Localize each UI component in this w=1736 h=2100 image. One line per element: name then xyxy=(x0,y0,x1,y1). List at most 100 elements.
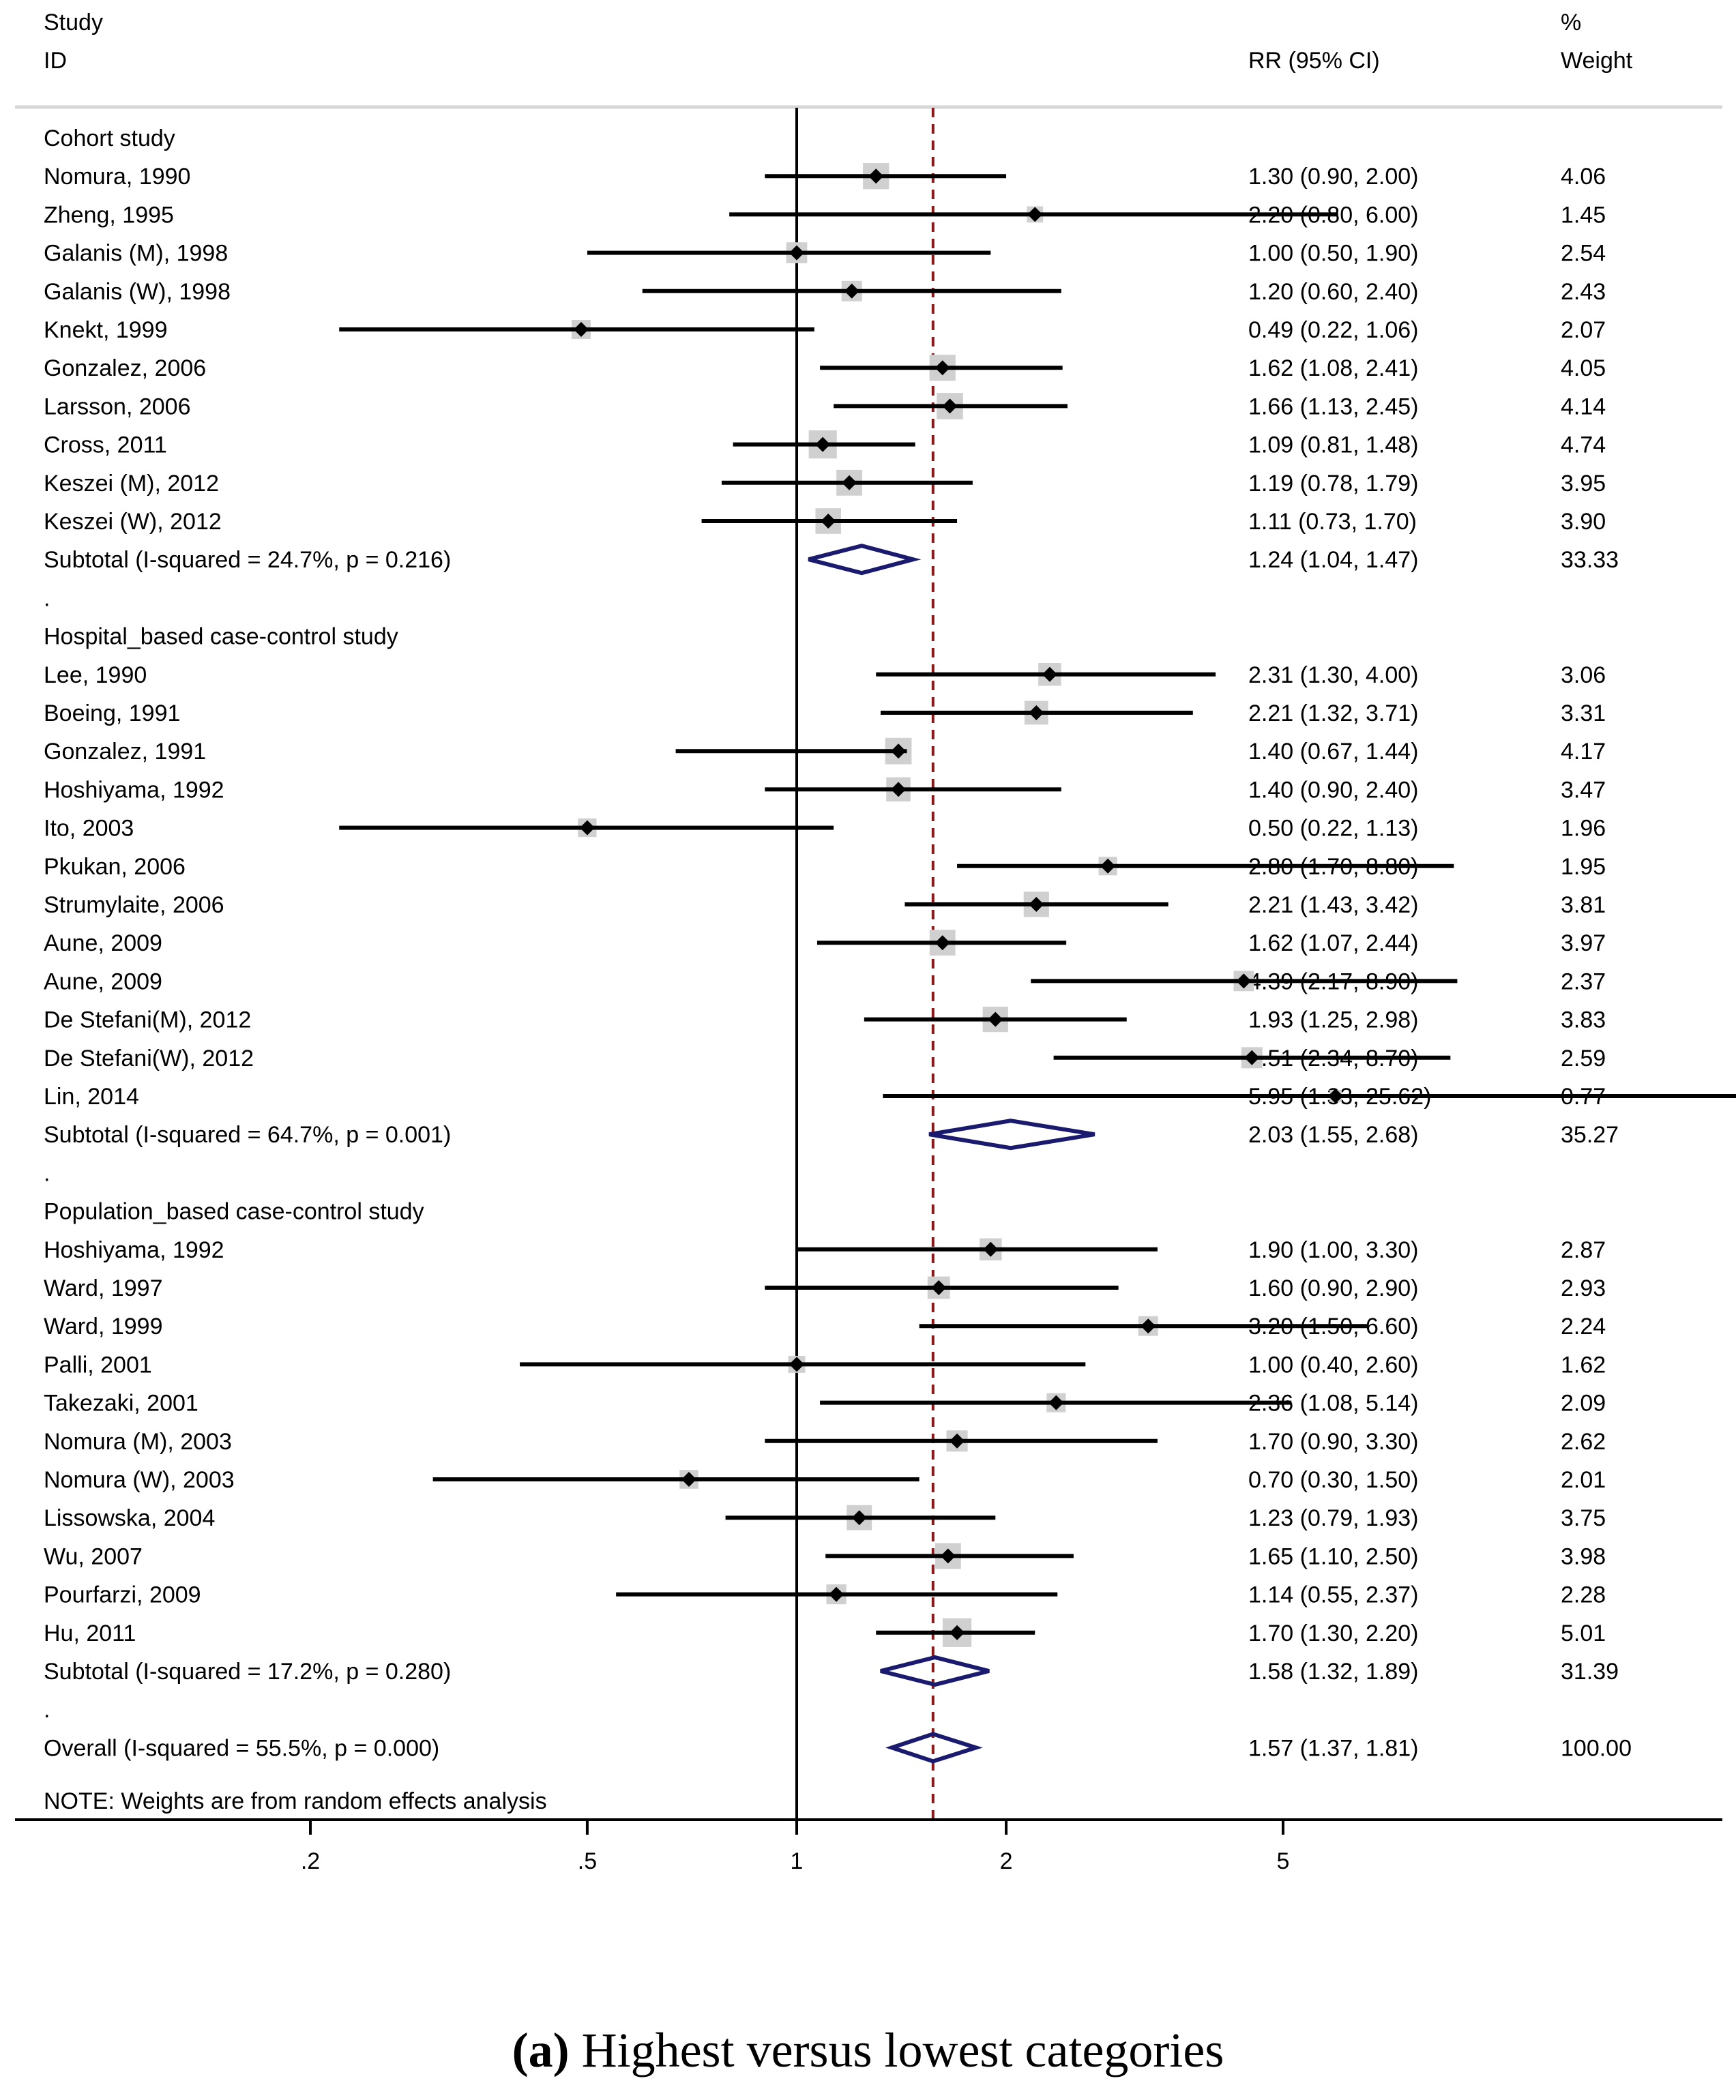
weight-text: 2.01 xyxy=(1561,1467,1606,1493)
point-estimate xyxy=(983,1241,999,1257)
point-estimate xyxy=(891,743,907,759)
study-label: Lin, 2014 xyxy=(44,1084,139,1110)
study-label: Nomura (W), 2003 xyxy=(44,1467,235,1493)
ci-text: 1.90 (1.00, 3.30) xyxy=(1248,1237,1419,1263)
ci-text: 1.19 (0.78, 1.79) xyxy=(1248,471,1419,497)
weight-text: 4.05 xyxy=(1561,355,1606,381)
point-estimate xyxy=(1236,973,1252,989)
point-estimate xyxy=(573,322,589,337)
study-label: Knekt, 1999 xyxy=(44,317,167,343)
x-tick-label: .5 xyxy=(578,1848,597,1874)
study-label: Lissowska, 2004 xyxy=(44,1505,215,1531)
weight-text: 2.07 xyxy=(1561,317,1606,343)
point-estimate xyxy=(844,283,859,299)
weight-text: 3.97 xyxy=(1561,930,1606,956)
study-label: De Stefani(W), 2012 xyxy=(44,1046,254,1071)
study-label: Nomura (M), 2003 xyxy=(44,1429,232,1455)
point-estimate xyxy=(950,1625,965,1640)
study-label: Aune, 2009 xyxy=(44,930,162,956)
study-label: Pourfarzi, 2009 xyxy=(44,1582,201,1608)
ci-text: 1.00 (0.50, 1.90) xyxy=(1248,241,1419,267)
group-label: Hospital_based case-control study xyxy=(44,624,398,650)
study-label: Gonzalez, 2006 xyxy=(44,355,206,381)
point-estimate xyxy=(1042,666,1057,682)
weight-text: 5.01 xyxy=(1561,1621,1606,1646)
study-label: Ito, 2003 xyxy=(44,816,134,842)
ci-text: 1.65 (1.10, 2.50) xyxy=(1248,1543,1419,1569)
point-estimate xyxy=(829,1586,844,1602)
weight-text: 2.93 xyxy=(1561,1275,1606,1301)
header-rr: RR (95% CI) xyxy=(1248,48,1380,74)
point-estimate xyxy=(789,1357,804,1372)
study-label: De Stefani(M), 2012 xyxy=(44,1007,251,1033)
weight-text: 1.45 xyxy=(1561,202,1606,228)
weight-text: 2.87 xyxy=(1561,1237,1606,1263)
x-tick-label: 2 xyxy=(1000,1848,1013,1874)
study-label: Hu, 2011 xyxy=(44,1621,136,1646)
study-label: Gonzalez, 1991 xyxy=(44,739,206,765)
study-label: Pkukan, 2006 xyxy=(44,854,186,880)
ci-text: 1.23 (0.79, 1.93) xyxy=(1248,1505,1419,1531)
group-label: Population_based case-control study xyxy=(44,1199,424,1225)
study-label: Hoshiyama, 1992 xyxy=(44,777,224,803)
subtotal-diamond xyxy=(928,1119,1095,1151)
point-estimate xyxy=(1328,1089,1344,1104)
point-estimate xyxy=(1027,207,1043,222)
ci-text: 1.20 (0.60, 2.40) xyxy=(1248,279,1419,305)
ci-text: 1.66 (1.13, 2.45) xyxy=(1248,394,1419,419)
weight-text: 2.28 xyxy=(1561,1582,1606,1608)
ci-text: 0.70 (0.30, 1.50) xyxy=(1248,1467,1419,1493)
ci-text: 1.62 (1.07, 2.44) xyxy=(1248,930,1419,956)
point-estimate xyxy=(851,1510,867,1526)
point-estimate xyxy=(815,437,831,452)
weight-text: 33.33 xyxy=(1561,547,1619,573)
x-tick-label: 5 xyxy=(1277,1848,1290,1874)
weight-text: 3.90 xyxy=(1561,509,1606,535)
weight-text: 3.06 xyxy=(1561,662,1606,688)
weight-text: 3.81 xyxy=(1561,892,1606,918)
ci-text: 1.70 (0.90, 3.30) xyxy=(1248,1429,1419,1455)
point-estimate xyxy=(789,245,804,261)
header-weight-percent: % xyxy=(1561,10,1581,35)
ci-text: 1.57 (1.37, 1.81) xyxy=(1248,1735,1419,1761)
spacer-label: . xyxy=(44,1160,50,1186)
ci-text: 1.24 (1.04, 1.47) xyxy=(1248,547,1419,573)
study-label: Keszei (M), 2012 xyxy=(44,471,219,497)
study-label: Zheng, 1995 xyxy=(44,202,174,228)
study-label: Wu, 2007 xyxy=(44,1543,143,1569)
ci-text: 2.21 (1.32, 3.71) xyxy=(1248,700,1419,726)
point-estimate xyxy=(935,360,950,376)
point-estimate xyxy=(940,1548,956,1564)
point-estimate xyxy=(842,475,857,490)
point-estimate xyxy=(931,1280,947,1295)
weight-text: 4.74 xyxy=(1561,432,1606,458)
overall-label: Overall (I-squared = 55.5%, p = 0.000) xyxy=(44,1735,439,1761)
study-label: Keszei (W), 2012 xyxy=(44,509,222,535)
weight-text: 2.59 xyxy=(1561,1046,1606,1071)
overall-diamond xyxy=(885,1732,983,1764)
weight-text: 3.75 xyxy=(1561,1505,1606,1531)
subtotal-diamond xyxy=(808,544,922,576)
ci-text: 1.30 (0.90, 2.00) xyxy=(1248,164,1419,190)
ticks-layer: .2 .5 1 2 5 xyxy=(301,1820,1290,1874)
note-text: NOTE: Weights are from random effects an… xyxy=(44,1788,547,1814)
group-label: Cohort study xyxy=(44,125,175,151)
weight-text: 2.62 xyxy=(1561,1429,1606,1455)
point-estimate xyxy=(681,1472,696,1487)
ci-text: 1.40 (0.90, 2.40) xyxy=(1248,777,1419,803)
study-label: Cross, 2011 xyxy=(44,432,167,458)
figure-caption: (a) Highest versus lowest categories xyxy=(0,2022,1736,2079)
ci-text: 1.60 (0.90, 2.90) xyxy=(1248,1275,1419,1301)
spacer-label: . xyxy=(44,1697,50,1723)
study-label: Aune, 2009 xyxy=(44,968,162,994)
rows-layer: Cohort study Nomura, 1990 1.30 (0.90, 2.00… xyxy=(44,125,1632,1761)
point-estimate xyxy=(821,514,836,529)
x-tick-label: .2 xyxy=(301,1848,320,1874)
ci-text: 1.09 (0.81, 1.48) xyxy=(1248,432,1419,458)
weight-text: 3.83 xyxy=(1561,1007,1606,1033)
study-label: Galanis (W), 1998 xyxy=(44,279,231,305)
point-estimate xyxy=(950,1433,965,1449)
weight-text: 3.47 xyxy=(1561,777,1606,803)
